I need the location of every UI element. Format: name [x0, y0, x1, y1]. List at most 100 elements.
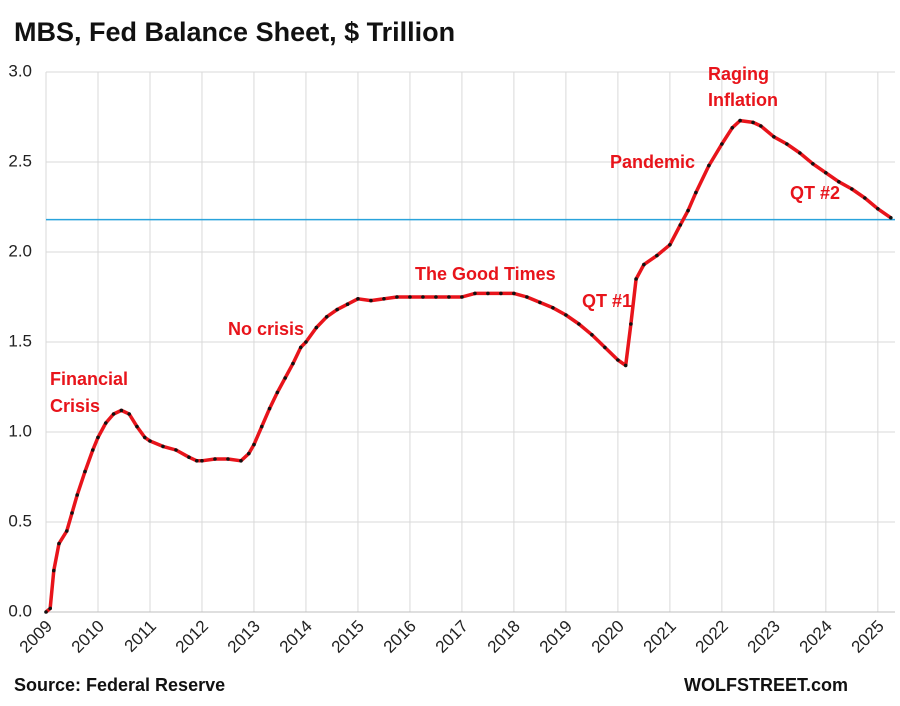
data-point	[226, 457, 230, 461]
data-point	[335, 307, 339, 312]
y-tick-label: 0.0	[8, 601, 32, 620]
data-point	[148, 439, 152, 443]
data-point	[64, 529, 69, 533]
data-point	[161, 444, 165, 449]
data-point	[499, 291, 503, 296]
annotation: No crisis	[228, 319, 304, 339]
data-point	[678, 223, 683, 227]
x-tick-label: 2025	[848, 617, 888, 657]
data-point	[421, 295, 425, 299]
data-point	[324, 315, 329, 319]
data-point	[577, 322, 581, 326]
data-point	[75, 493, 79, 497]
data-point	[686, 208, 690, 213]
data-point	[603, 345, 607, 350]
y-tick-label: 2.0	[8, 241, 32, 260]
x-tick-label: 2017	[432, 617, 472, 657]
data-point	[668, 243, 672, 247]
x-tick-label: 2009	[16, 617, 56, 657]
x-tick-label: 2011	[121, 617, 160, 656]
data-point	[460, 295, 464, 299]
x-tick-label: 2010	[68, 617, 108, 657]
data-point	[51, 568, 56, 573]
data-point	[655, 253, 659, 258]
data-point	[239, 459, 243, 463]
data-point	[356, 297, 360, 301]
x-tick-label: 2023	[744, 617, 784, 657]
data-point	[447, 295, 451, 299]
data-point	[486, 291, 490, 296]
x-tick-label: 2015	[328, 617, 368, 657]
data-point	[616, 358, 620, 362]
data-point	[48, 606, 52, 611]
data-point	[751, 120, 755, 125]
data-point	[200, 459, 204, 463]
y-tick-label: 2.5	[8, 151, 32, 170]
data-point	[119, 408, 124, 413]
data-point	[863, 196, 867, 200]
data-point	[298, 345, 303, 350]
data-point	[538, 300, 542, 305]
data-point	[252, 442, 256, 447]
data-point	[694, 190, 698, 195]
source: Source: Federal Reserve	[14, 675, 225, 695]
data-point	[408, 295, 412, 299]
y-tick-label: 0.5	[8, 511, 32, 530]
x-tick-label: 2014	[276, 617, 316, 657]
x-tick-label: 2012	[172, 617, 212, 657]
data-point	[759, 124, 763, 128]
data-point	[291, 361, 295, 366]
annotation: Pandemic	[610, 152, 695, 172]
data-point	[629, 322, 633, 326]
annotation: Financial	[50, 369, 128, 389]
annotation: QT #1	[582, 291, 632, 311]
annotation: Crisis	[50, 396, 100, 416]
annotation: Inflation	[708, 90, 778, 110]
x-tick-label: 2019	[536, 617, 576, 657]
data-point	[876, 207, 880, 211]
data-point	[96, 435, 100, 440]
data-point	[187, 455, 191, 460]
x-tick-label: 2024	[796, 617, 836, 657]
data-point	[772, 135, 776, 139]
data-point	[473, 291, 477, 296]
x-tick-label: 2016	[380, 617, 420, 657]
data-point	[90, 448, 95, 452]
data-point	[142, 435, 147, 440]
data-point	[512, 291, 516, 296]
x-tick-label: 2022	[692, 617, 732, 657]
y-tick-label: 1.0	[8, 421, 32, 440]
y-tick-label: 3.0	[8, 61, 32, 80]
data-point	[83, 469, 87, 474]
data-point	[259, 424, 264, 429]
data-point	[57, 541, 61, 546]
data-point	[707, 163, 711, 168]
data-point	[798, 151, 802, 155]
x-tick-label: 2018	[484, 617, 524, 657]
data-point	[246, 451, 251, 456]
data-point	[314, 325, 319, 330]
x-tick-label: 2021	[640, 617, 680, 657]
data-point	[837, 180, 841, 184]
data-point	[194, 459, 199, 463]
data-point	[127, 412, 131, 416]
data-point	[590, 333, 594, 337]
data-point	[551, 306, 555, 310]
data-point	[623, 363, 628, 368]
data-point	[111, 412, 116, 416]
data-point	[345, 302, 350, 307]
data-point	[103, 421, 108, 425]
data-point	[850, 187, 854, 191]
data-point	[369, 298, 373, 303]
x-tick-label: 2020	[588, 617, 628, 657]
data-point	[304, 340, 308, 344]
annotation: QT #2	[790, 183, 840, 203]
data-point	[785, 142, 789, 146]
data-point	[275, 390, 280, 395]
data-point	[564, 313, 568, 317]
data-point	[634, 277, 638, 281]
data-point	[70, 511, 74, 515]
data-point	[44, 610, 48, 614]
